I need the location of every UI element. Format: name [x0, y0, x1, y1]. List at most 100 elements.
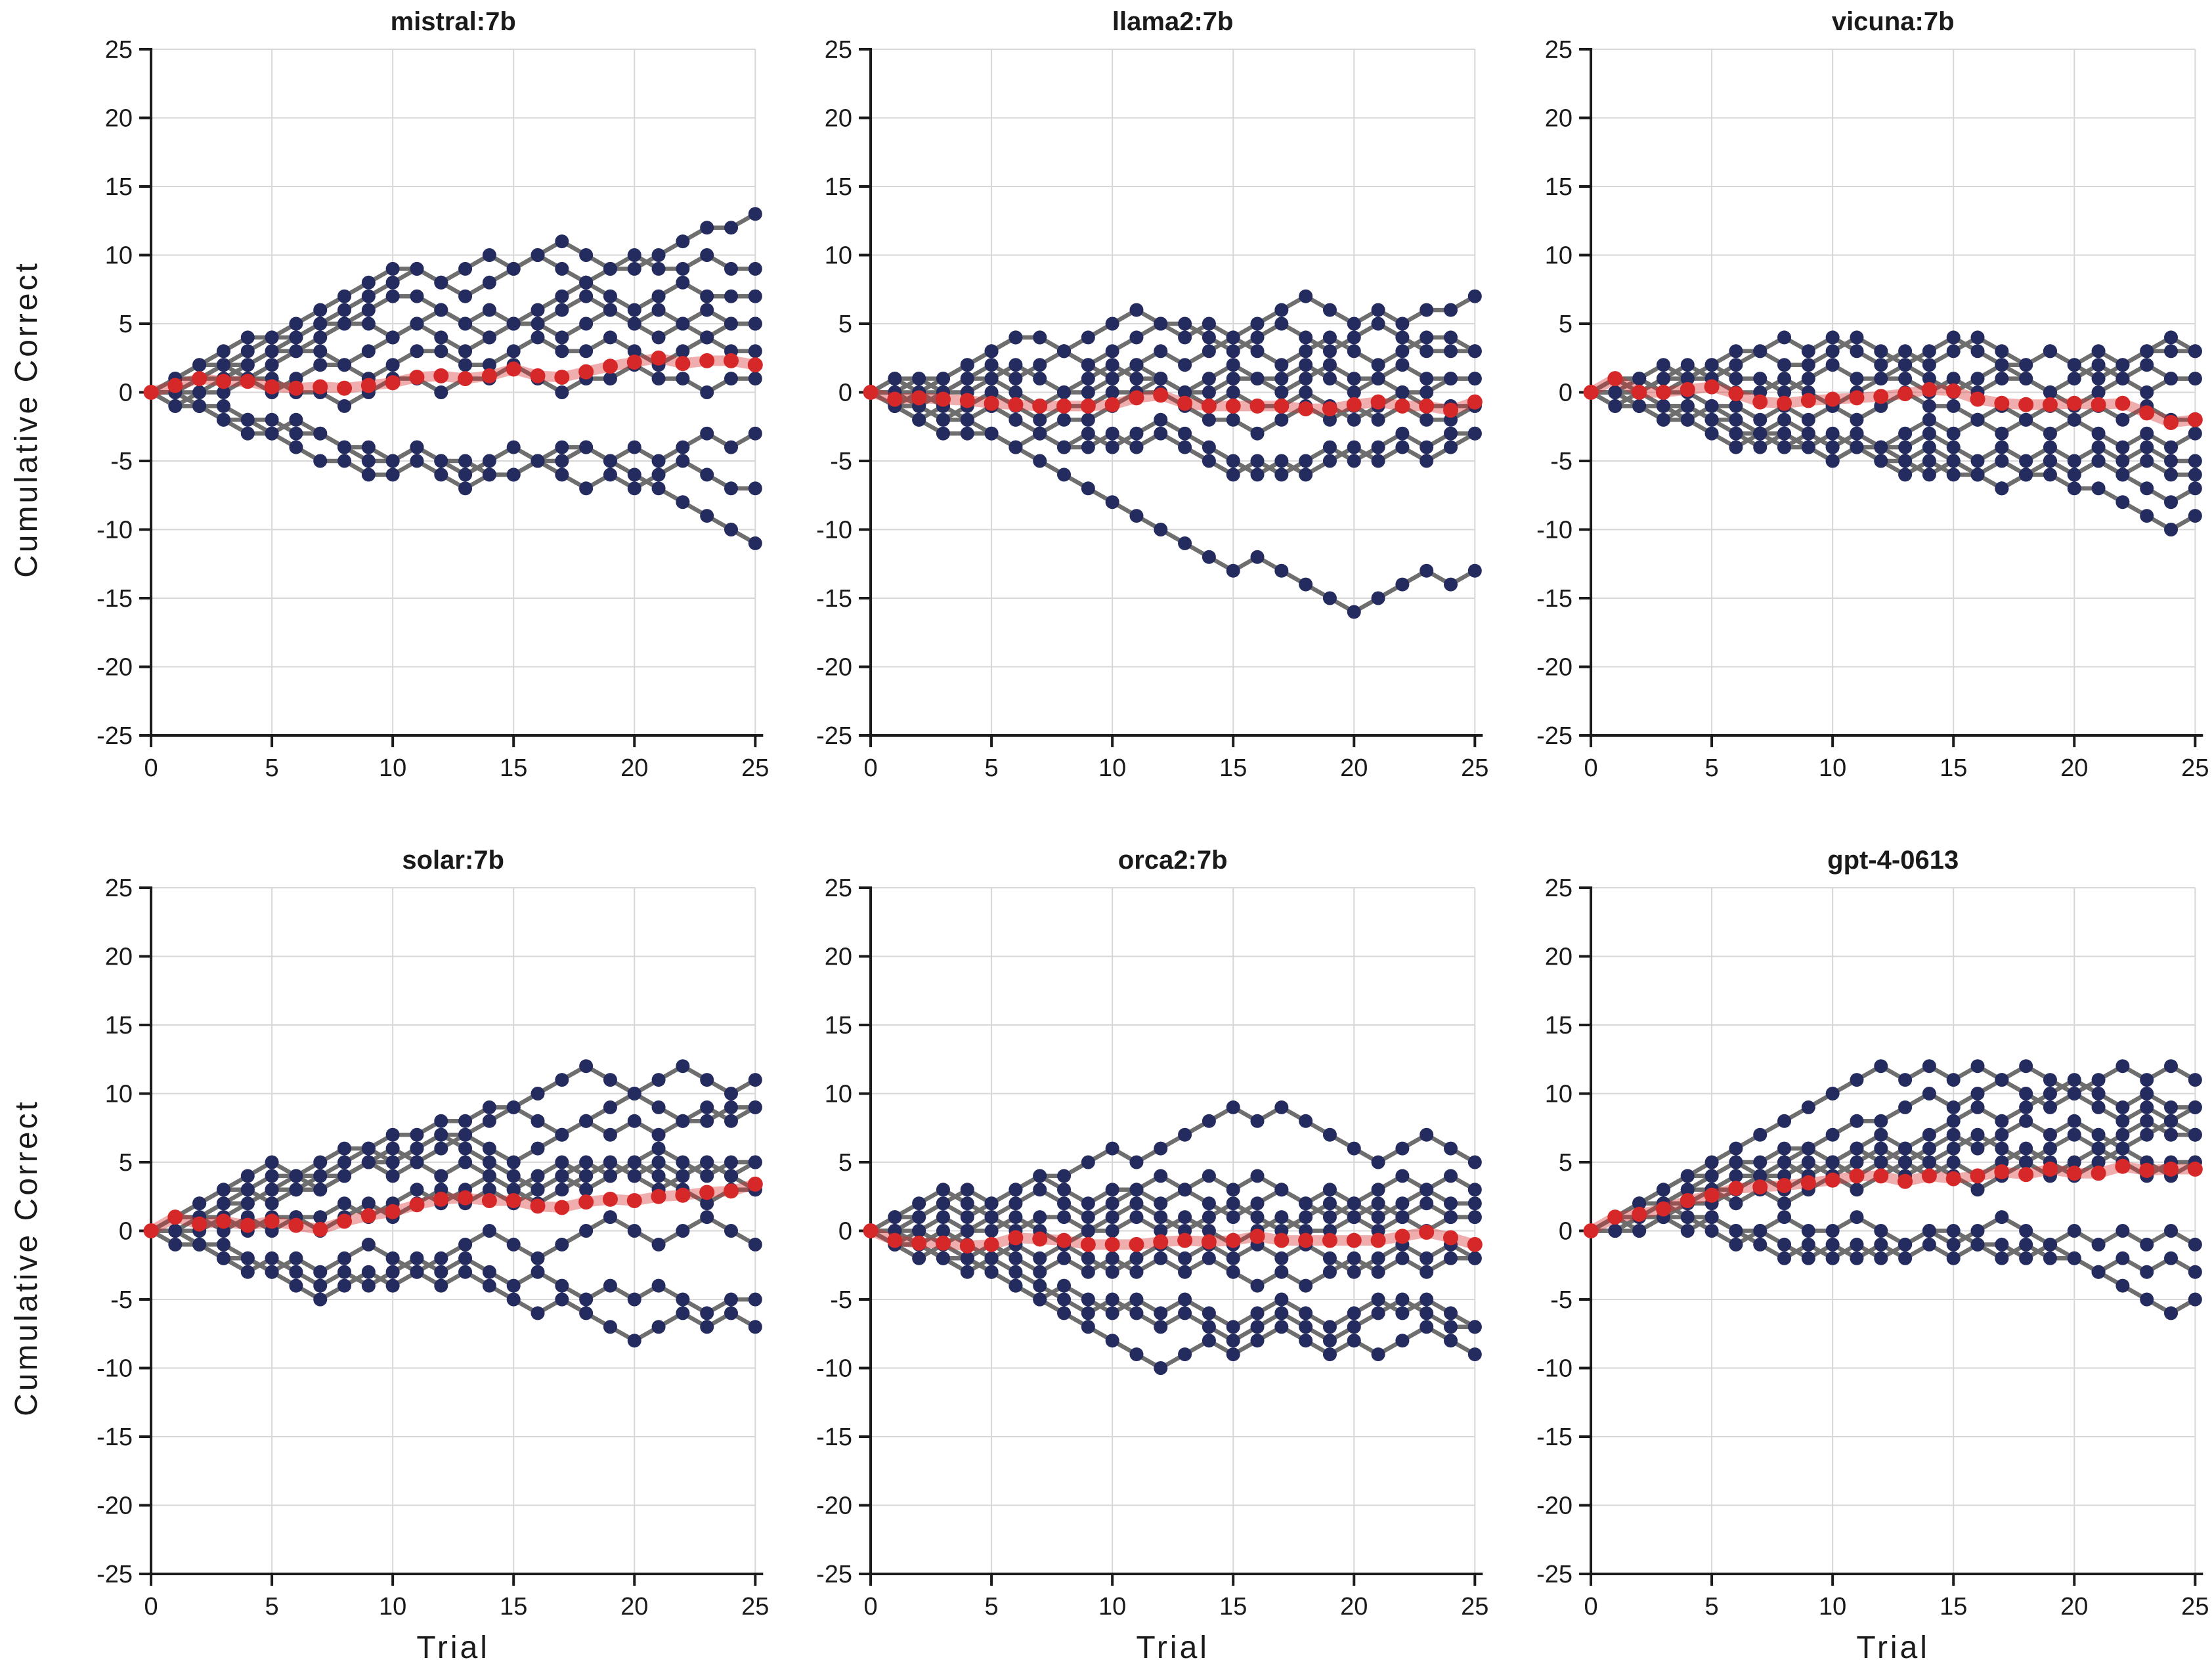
- svg-text:-5: -5: [110, 448, 133, 475]
- svg-text:-25: -25: [816, 1561, 852, 1588]
- svg-text:10: 10: [1544, 1081, 1572, 1108]
- svg-text:0: 0: [1559, 380, 1572, 407]
- svg-text:solar:7b: solar:7b: [402, 846, 504, 875]
- svg-text:0: 0: [864, 754, 878, 782]
- svg-text:25: 25: [1544, 875, 1572, 902]
- svg-text:20: 20: [1340, 754, 1368, 782]
- svg-text:10: 10: [825, 1081, 852, 1108]
- svg-text:15: 15: [1544, 1012, 1572, 1039]
- y-axis-label-row2: Cumulative Correct: [9, 1099, 44, 1416]
- svg-text:5: 5: [838, 311, 852, 338]
- svg-text:10: 10: [1819, 754, 1846, 782]
- svg-text:25: 25: [105, 875, 133, 902]
- svg-text:-15: -15: [1536, 1424, 1572, 1451]
- svg-text:20: 20: [1544, 944, 1572, 971]
- svg-text:-10: -10: [816, 517, 852, 544]
- svg-text:-15: -15: [1536, 585, 1572, 613]
- svg-text:25: 25: [2181, 1593, 2209, 1621]
- svg-text:20: 20: [105, 944, 133, 971]
- svg-text:20: 20: [620, 1593, 648, 1621]
- chart-llama2-7b: -25 -20 -15 -10 -5 0 5 10 15 20 25 0 5 10 15 20 25 llama2…: [816, 7, 1489, 782]
- svg-text:5: 5: [985, 754, 999, 782]
- svg-text:10: 10: [1098, 754, 1126, 782]
- svg-text:10: 10: [825, 242, 852, 270]
- svg-text:mistral:7b: mistral:7b: [391, 7, 516, 36]
- svg-text:0: 0: [838, 380, 852, 407]
- svg-text:5: 5: [838, 1149, 852, 1177]
- svg-text:25: 25: [825, 36, 852, 64]
- svg-text:5: 5: [1704, 754, 1718, 782]
- svg-text:10: 10: [1544, 242, 1572, 270]
- svg-text:-10: -10: [97, 517, 133, 544]
- svg-text:10: 10: [1098, 1593, 1126, 1621]
- svg-text:0: 0: [119, 380, 133, 407]
- svg-text:-5: -5: [831, 1286, 853, 1314]
- svg-text:15: 15: [1544, 173, 1572, 201]
- svg-text:-10: -10: [816, 1355, 852, 1383]
- svg-text:20: 20: [825, 944, 852, 971]
- svg-text:20: 20: [2060, 1593, 2088, 1621]
- svg-text:0: 0: [1559, 1218, 1572, 1246]
- svg-text:0: 0: [144, 754, 158, 782]
- chart-gpt-4-0613: -25 -20 -15 -10 -5 0 5 10 15 20 25 0 5 10 15 20 25 gpt-4-…: [1536, 846, 2209, 1665]
- svg-text:Trial: Trial: [1137, 1630, 1210, 1665]
- svg-text:-15: -15: [816, 585, 852, 613]
- svg-text:Trial: Trial: [416, 1630, 490, 1665]
- panel-gpt-4-0613: -25 -20 -15 -10 -5 0 5 10 15 20 25 0 5 10 15 20 25 gpt-4-…: [1492, 838, 2212, 1677]
- svg-text:-15: -15: [97, 585, 133, 613]
- svg-text:-25: -25: [1536, 722, 1572, 750]
- svg-text:15: 15: [105, 173, 133, 201]
- svg-text:gpt-4-0613: gpt-4-0613: [1827, 846, 1959, 875]
- svg-text:10: 10: [379, 1593, 406, 1621]
- svg-text:-25: -25: [816, 722, 852, 750]
- svg-text:-10: -10: [1536, 517, 1572, 544]
- svg-text:20: 20: [620, 754, 648, 782]
- svg-text:20: 20: [1544, 105, 1572, 133]
- svg-text:-25: -25: [1536, 1561, 1572, 1588]
- svg-text:-15: -15: [816, 1424, 852, 1451]
- svg-text:-20: -20: [816, 1492, 852, 1520]
- svg-text:vicuna:7b: vicuna:7b: [1831, 7, 1954, 36]
- svg-text:15: 15: [1219, 754, 1247, 782]
- svg-text:-5: -5: [110, 1286, 133, 1314]
- svg-text:15: 15: [105, 1012, 133, 1039]
- svg-text:-20: -20: [97, 1492, 133, 1520]
- panel-solar-7b: -25 -20 -15 -10 -5 0 5 10 15 20 25 0 5 10 15 20 25 solar:…: [53, 838, 772, 1677]
- svg-text:-5: -5: [1550, 448, 1572, 475]
- svg-text:10: 10: [379, 754, 406, 782]
- svg-text:5: 5: [119, 311, 133, 338]
- svg-text:15: 15: [1940, 1593, 1967, 1621]
- svg-text:0: 0: [838, 1218, 852, 1246]
- svg-text:-20: -20: [816, 654, 852, 682]
- svg-text:25: 25: [105, 36, 133, 64]
- svg-text:10: 10: [1819, 1593, 1846, 1621]
- svg-text:-5: -5: [831, 448, 853, 475]
- svg-text:5: 5: [119, 1149, 133, 1177]
- svg-text:15: 15: [825, 173, 852, 201]
- svg-text:25: 25: [1462, 754, 1489, 782]
- svg-text:10: 10: [105, 1081, 133, 1108]
- svg-text:20: 20: [1340, 1593, 1368, 1621]
- svg-text:20: 20: [825, 105, 852, 133]
- svg-text:20: 20: [105, 105, 133, 133]
- svg-text:15: 15: [500, 754, 527, 782]
- svg-text:5: 5: [1559, 311, 1572, 338]
- svg-text:0: 0: [119, 1218, 133, 1246]
- svg-text:-10: -10: [1536, 1355, 1572, 1383]
- svg-text:25: 25: [2181, 754, 2209, 782]
- svg-text:15: 15: [825, 1012, 852, 1039]
- svg-text:25: 25: [1544, 36, 1572, 64]
- svg-text:-5: -5: [1550, 1286, 1572, 1314]
- svg-text:-15: -15: [97, 1424, 133, 1451]
- svg-text:-25: -25: [97, 722, 133, 750]
- chart-mistral-7b: -25 -20 -15 -10 -5 0 5 10 15 20 25 0 5 10 15 20 25 mistra…: [97, 7, 769, 782]
- chart-vicuna-7b: -25 -20 -15 -10 -5 0 5 10 15 20 25 0 5 10 15 20 25 vicuna…: [1536, 7, 2209, 782]
- y-axis-label-row2-cell: Cumulative Correct: [0, 838, 53, 1677]
- y-axis-label-row1: Cumulative Correct: [9, 261, 44, 578]
- svg-text:0: 0: [144, 1593, 158, 1621]
- chart-solar-7b: -25 -20 -15 -10 -5 0 5 10 15 20 25 0 5 10 15 20 25 solar:…: [97, 846, 769, 1665]
- svg-text:Trial: Trial: [1856, 1630, 1930, 1665]
- panel-vicuna-7b: -25 -20 -15 -10 -5 0 5 10 15 20 25 0 5 10 15 20 25 vicuna…: [1492, 0, 2212, 838]
- svg-text:orca2:7b: orca2:7b: [1118, 846, 1228, 875]
